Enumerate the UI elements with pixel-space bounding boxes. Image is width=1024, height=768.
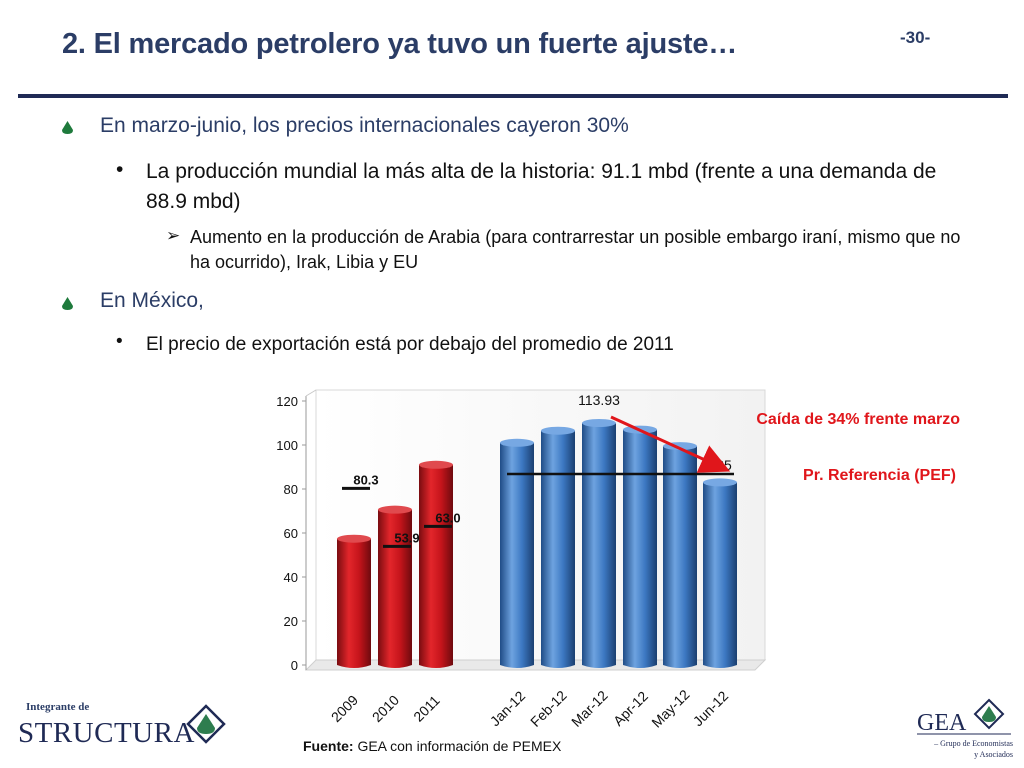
bar-top-mar-12 [582, 419, 616, 427]
bar-2010 [378, 509, 412, 668]
bar-feb-12 [541, 430, 575, 668]
source-note: Fuente: GEA con información de PEMEX [303, 738, 561, 754]
title-divider [18, 94, 1008, 98]
source-text: GEA con información de PEMEX [357, 738, 562, 754]
structura-logo: Integrante de STRUCTURA [18, 701, 226, 749]
y-tick-label-60: 60 [284, 526, 298, 541]
arrow-bullet-icon: ➢ [166, 226, 181, 245]
bullet-export-price: El precio de exportación está por debajo… [146, 334, 674, 355]
bar-apr-12 [623, 429, 657, 668]
page-title: 2. El mercado petrolero ya tuvo un fuert… [62, 28, 738, 60]
bar-2009 [337, 538, 371, 668]
bar-jun-12 [703, 482, 737, 668]
bullet-mexico: En México, [100, 289, 204, 312]
annotation-drop: Caída de 34% frente marzo [756, 411, 960, 428]
bar-top-2010 [378, 505, 412, 514]
y-tick-label-80: 80 [284, 482, 298, 497]
y-tick-label-40: 40 [284, 570, 298, 585]
y-tick-label-0: 0 [291, 658, 298, 673]
x-tick-label-feb-12: Feb-12 [527, 687, 570, 730]
gea-logo-subtitle-1: – Grupo de Economistas [933, 739, 1013, 748]
bullet-arabia: Aumento en la producción de Arabia (para… [190, 227, 961, 272]
bar-top-jan-12 [500, 438, 534, 447]
bullet-dot-icon: • [116, 331, 123, 352]
x-tick-label-jan-12: Jan-12 [487, 688, 529, 730]
y-tick-label-120: 120 [276, 394, 298, 409]
x-tick-label-mar-12: Mar-12 [568, 687, 611, 730]
bar-may-12 [663, 446, 697, 668]
structura-logo-tagline: Integrante de [26, 701, 89, 713]
gea-logo: GEA – Grupo de Economistas y Asociados [917, 698, 1013, 759]
green-bullet-icon [62, 297, 73, 310]
source-label: Fuente: [303, 738, 354, 754]
bar-2011 [419, 464, 453, 668]
bullet-dot-icon: • [116, 158, 124, 181]
x-tick-label-2009: 2009 [328, 692, 361, 725]
reference-label-2009: 80.3 [353, 472, 378, 487]
structura-logo-name: STRUCTURA [18, 717, 195, 749]
plot-wall-edge [305, 389, 317, 397]
x-tick-label-2011: 2011 [410, 692, 443, 725]
bullet-production: La producción mundial la más alta de la … [146, 160, 937, 213]
gea-logo-subtitle-2: y Asociados [974, 750, 1013, 759]
x-tick-label-jun-12: Jun-12 [690, 688, 732, 730]
reference-label-2011: 63.0 [435, 510, 460, 525]
bar-top-2011 [419, 460, 453, 469]
gea-logo-name: GEA [917, 710, 967, 736]
y-tick-label-100: 100 [276, 438, 298, 453]
bar-top-jun-12 [703, 478, 737, 487]
y-tick-label-20: 20 [284, 614, 298, 629]
bar-jan-12 [500, 442, 534, 668]
x-tick-label-apr-12: Apr-12 [610, 688, 651, 729]
green-bullet-icon [62, 121, 73, 134]
x-tick-label-2010: 2010 [369, 692, 402, 725]
bar-top-feb-12 [541, 426, 575, 435]
x-tick-label-may-12: May-12 [648, 686, 692, 730]
reference-label-2010: 53.9 [394, 530, 419, 545]
bullet-prices-fell: En marzo-junio, los precios internaciona… [100, 114, 629, 137]
bar-mar-12 [582, 423, 616, 668]
peak-value-label: 113.93 [578, 392, 620, 408]
page-number: -30- [900, 28, 931, 47]
drop-arrow [610, 415, 731, 473]
annotation-reference: Pr. Referencia (PEF) [803, 467, 956, 484]
bar-top-2009 [337, 534, 371, 543]
